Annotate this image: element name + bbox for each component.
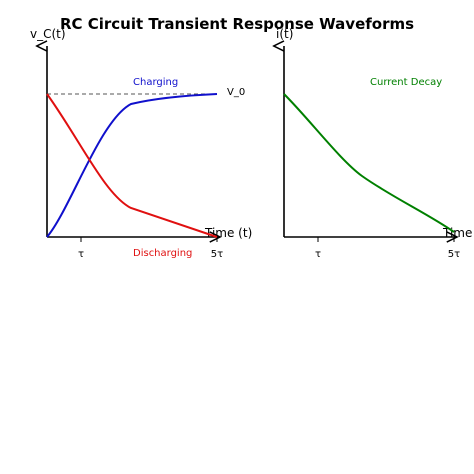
voltage-tick-tau: τ: [78, 249, 84, 260]
figure-title: RC Circuit Transient Response Waveforms: [60, 15, 414, 33]
current-decay-label: Current Decay: [370, 77, 442, 88]
current-plot: i(t) Time τ 5τ Current Decay: [276, 27, 472, 260]
voltage-plot: v_C(t) Time (t) τ 5τ V_0 Charging Discha…: [30, 27, 252, 260]
current-tick-tau: τ: [315, 249, 321, 260]
voltage-y-axis-label: v_C(t): [30, 27, 66, 41]
voltage-x-axis-label: Time (t): [204, 226, 252, 240]
discharging-label: Discharging: [133, 248, 192, 259]
current-y-axis-label: i(t): [276, 27, 293, 41]
current-tick-5tau: 5τ: [448, 249, 460, 260]
charging-label: Charging: [133, 77, 178, 88]
discharging-curve: [46, 93, 218, 238]
v0-reference-label: V_0: [227, 87, 245, 98]
current-decay-curve: [283, 93, 455, 233]
voltage-tick-5tau: 5τ: [211, 249, 223, 260]
charging-curve: [46, 93, 218, 238]
